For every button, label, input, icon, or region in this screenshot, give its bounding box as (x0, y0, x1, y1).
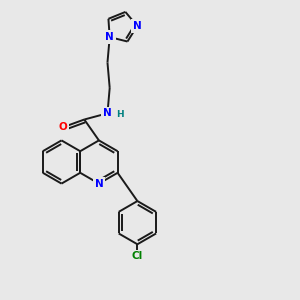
Text: O: O (59, 122, 68, 132)
Text: N: N (133, 21, 142, 31)
Text: H: H (116, 110, 124, 119)
Text: N: N (94, 178, 103, 189)
Text: N: N (103, 108, 112, 118)
Text: Cl: Cl (132, 251, 143, 261)
Text: N: N (105, 32, 114, 42)
